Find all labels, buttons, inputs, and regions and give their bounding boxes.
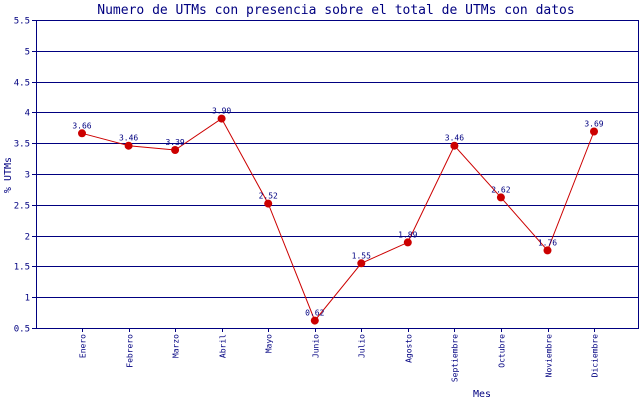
data-point [403,238,412,247]
x-tick-label: Enero [79,334,88,358]
data-label: 3.46 [119,134,138,143]
data-label: 2.52 [259,192,278,201]
x-tick-label: Julio [358,334,367,358]
x-tick-label: Septiembre [451,334,460,382]
y-tick-label: 4.5 [14,79,30,89]
y-tick-label: 2 [25,233,30,243]
y-tick-label: 1 [25,294,30,304]
data-point [171,146,180,154]
x-tick-label: Diciembre [591,334,600,378]
data-label: 0.62 [305,309,324,318]
y-tick-label: 5 [25,48,30,58]
y-tick-label: 2.5 [14,202,30,212]
grid [36,20,639,329]
data-label: 3.69 [584,120,603,129]
x-tick-label: Mayo [265,334,274,353]
data-point [310,316,319,325]
data-point [264,199,273,208]
data-label: 3.39 [165,138,184,147]
series-line [81,117,595,322]
data-point [543,246,552,255]
x-tick-label: Octubre [498,334,507,368]
x-tick-label: Junio [312,334,321,358]
y-tick-label: 0.5 [14,325,30,335]
data-point [590,127,598,136]
y-tick-label: 3 [25,171,30,181]
data-label: 1.76 [538,238,557,247]
y-tick-label: 5.5 [14,17,30,27]
data-point [496,193,505,202]
data-point [217,114,226,123]
data-label: 2.62 [491,185,510,194]
y-axis-label: % UTMs [3,157,14,193]
data-point [450,141,459,150]
x-axis-label: Mes [473,389,491,400]
x-tick-label: Abril [219,334,228,358]
x-tick-label: Agosto [405,334,414,363]
data-label: 3.66 [72,121,91,130]
data-point [357,259,366,268]
series: 3.66 3.46 3.39 3.90 2.52 0.62 1.55 1.89 3.46 2.62… [72,107,604,325]
y-tick-label: 3.5 [14,140,30,150]
chart-title: Numero de UTMs con presencia sobre el to… [97,3,574,18]
x-tick-label: Noviembre [545,334,554,378]
y-tick-label: 1.5 [14,263,30,273]
data-point [78,129,86,138]
x-tick-label: Marzo [172,334,181,358]
data-point [124,141,133,150]
y-tick-label: 4 [25,109,30,119]
axes: 0.5 1 1.5 2 2.5 3 3.5 4 4.5 5 5.5 Enero Febrero Marzo… [14,17,639,382]
x-tick-label: Febrero [126,334,135,368]
data-label: 3.90 [212,107,231,116]
data-label: 1.89 [398,230,417,239]
data-label: 1.55 [352,251,371,260]
data-label: 3.46 [445,134,464,143]
